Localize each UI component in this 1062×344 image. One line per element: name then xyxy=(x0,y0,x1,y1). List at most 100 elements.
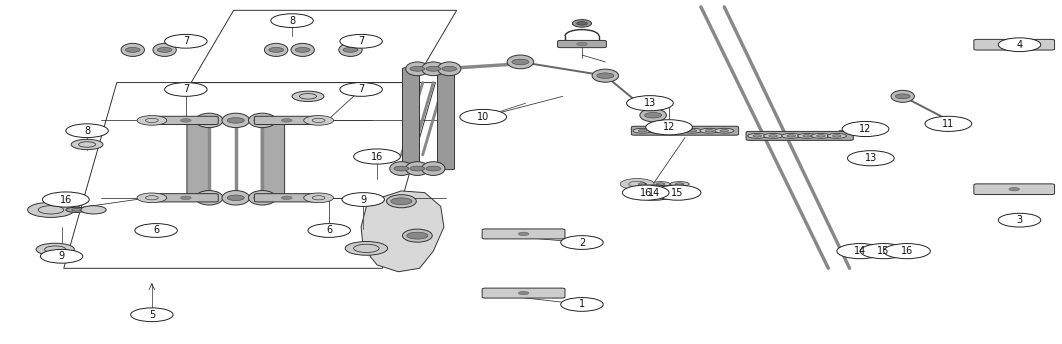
Circle shape xyxy=(28,202,74,217)
Circle shape xyxy=(391,198,412,205)
Circle shape xyxy=(254,118,271,123)
Circle shape xyxy=(654,185,701,200)
Circle shape xyxy=(354,149,400,164)
Circle shape xyxy=(410,166,425,171)
Circle shape xyxy=(442,66,457,71)
Circle shape xyxy=(627,96,673,111)
Circle shape xyxy=(137,116,167,125)
Ellipse shape xyxy=(633,128,652,133)
Circle shape xyxy=(884,244,930,259)
Text: 13: 13 xyxy=(864,153,877,163)
Ellipse shape xyxy=(422,162,445,175)
Ellipse shape xyxy=(649,128,668,133)
Ellipse shape xyxy=(673,130,682,132)
Circle shape xyxy=(304,116,333,125)
Ellipse shape xyxy=(638,183,647,185)
Circle shape xyxy=(295,47,310,52)
Circle shape xyxy=(841,246,875,257)
Circle shape xyxy=(948,121,963,126)
Circle shape xyxy=(645,112,662,118)
Ellipse shape xyxy=(387,195,416,208)
FancyBboxPatch shape xyxy=(558,41,606,48)
Circle shape xyxy=(42,192,89,207)
Circle shape xyxy=(201,195,218,201)
Ellipse shape xyxy=(639,109,667,122)
Circle shape xyxy=(925,116,972,131)
FancyBboxPatch shape xyxy=(438,68,455,170)
Text: 6: 6 xyxy=(326,225,332,236)
Ellipse shape xyxy=(654,130,663,132)
Ellipse shape xyxy=(670,182,689,186)
Text: 3: 3 xyxy=(1016,215,1023,225)
Ellipse shape xyxy=(66,207,87,213)
Ellipse shape xyxy=(572,20,592,27)
Circle shape xyxy=(680,129,690,132)
Circle shape xyxy=(998,38,1041,52)
Text: 14: 14 xyxy=(648,187,661,198)
Circle shape xyxy=(271,14,313,28)
Ellipse shape xyxy=(638,130,647,132)
Ellipse shape xyxy=(249,191,276,205)
Text: 7: 7 xyxy=(358,84,364,95)
Circle shape xyxy=(837,244,884,259)
Ellipse shape xyxy=(390,162,413,175)
Circle shape xyxy=(269,47,284,52)
Circle shape xyxy=(460,109,507,125)
Circle shape xyxy=(518,291,529,295)
Ellipse shape xyxy=(748,133,767,138)
Text: 16: 16 xyxy=(901,246,913,256)
Ellipse shape xyxy=(944,118,967,130)
Ellipse shape xyxy=(592,69,618,82)
Circle shape xyxy=(165,34,207,48)
Text: 15: 15 xyxy=(671,187,684,198)
Ellipse shape xyxy=(859,250,868,252)
Circle shape xyxy=(40,249,83,263)
Ellipse shape xyxy=(668,128,687,133)
Circle shape xyxy=(891,246,925,257)
Ellipse shape xyxy=(688,130,697,132)
Circle shape xyxy=(860,244,907,259)
Ellipse shape xyxy=(222,113,250,128)
Text: 9: 9 xyxy=(360,194,366,205)
FancyBboxPatch shape xyxy=(482,288,565,298)
Ellipse shape xyxy=(764,133,783,138)
Ellipse shape xyxy=(291,43,314,56)
Text: 12: 12 xyxy=(663,122,675,132)
Circle shape xyxy=(407,232,428,239)
Circle shape xyxy=(842,121,889,137)
Circle shape xyxy=(349,194,383,205)
Circle shape xyxy=(561,236,603,249)
Ellipse shape xyxy=(715,128,734,133)
Text: 16: 16 xyxy=(639,187,652,198)
Circle shape xyxy=(254,195,271,201)
Circle shape xyxy=(281,196,292,200)
FancyBboxPatch shape xyxy=(261,118,285,201)
FancyBboxPatch shape xyxy=(153,194,219,202)
Text: 8: 8 xyxy=(289,15,295,26)
FancyBboxPatch shape xyxy=(402,68,419,170)
Ellipse shape xyxy=(877,250,886,252)
Circle shape xyxy=(1009,43,1020,46)
Text: 8: 8 xyxy=(84,126,90,136)
Text: 7: 7 xyxy=(183,36,189,46)
Circle shape xyxy=(620,179,654,190)
Circle shape xyxy=(201,118,218,123)
Text: 7: 7 xyxy=(183,84,189,95)
Circle shape xyxy=(71,139,103,150)
FancyBboxPatch shape xyxy=(631,126,739,135)
Circle shape xyxy=(308,224,350,237)
Circle shape xyxy=(157,47,172,52)
Circle shape xyxy=(165,83,207,96)
Circle shape xyxy=(131,308,173,322)
Circle shape xyxy=(66,124,108,138)
Ellipse shape xyxy=(817,135,825,137)
Circle shape xyxy=(36,243,74,256)
Ellipse shape xyxy=(422,62,445,76)
Circle shape xyxy=(227,118,244,123)
Circle shape xyxy=(561,298,603,311)
Ellipse shape xyxy=(891,90,914,103)
Circle shape xyxy=(847,151,894,166)
Circle shape xyxy=(631,185,678,200)
Ellipse shape xyxy=(753,135,761,137)
FancyBboxPatch shape xyxy=(255,194,319,202)
